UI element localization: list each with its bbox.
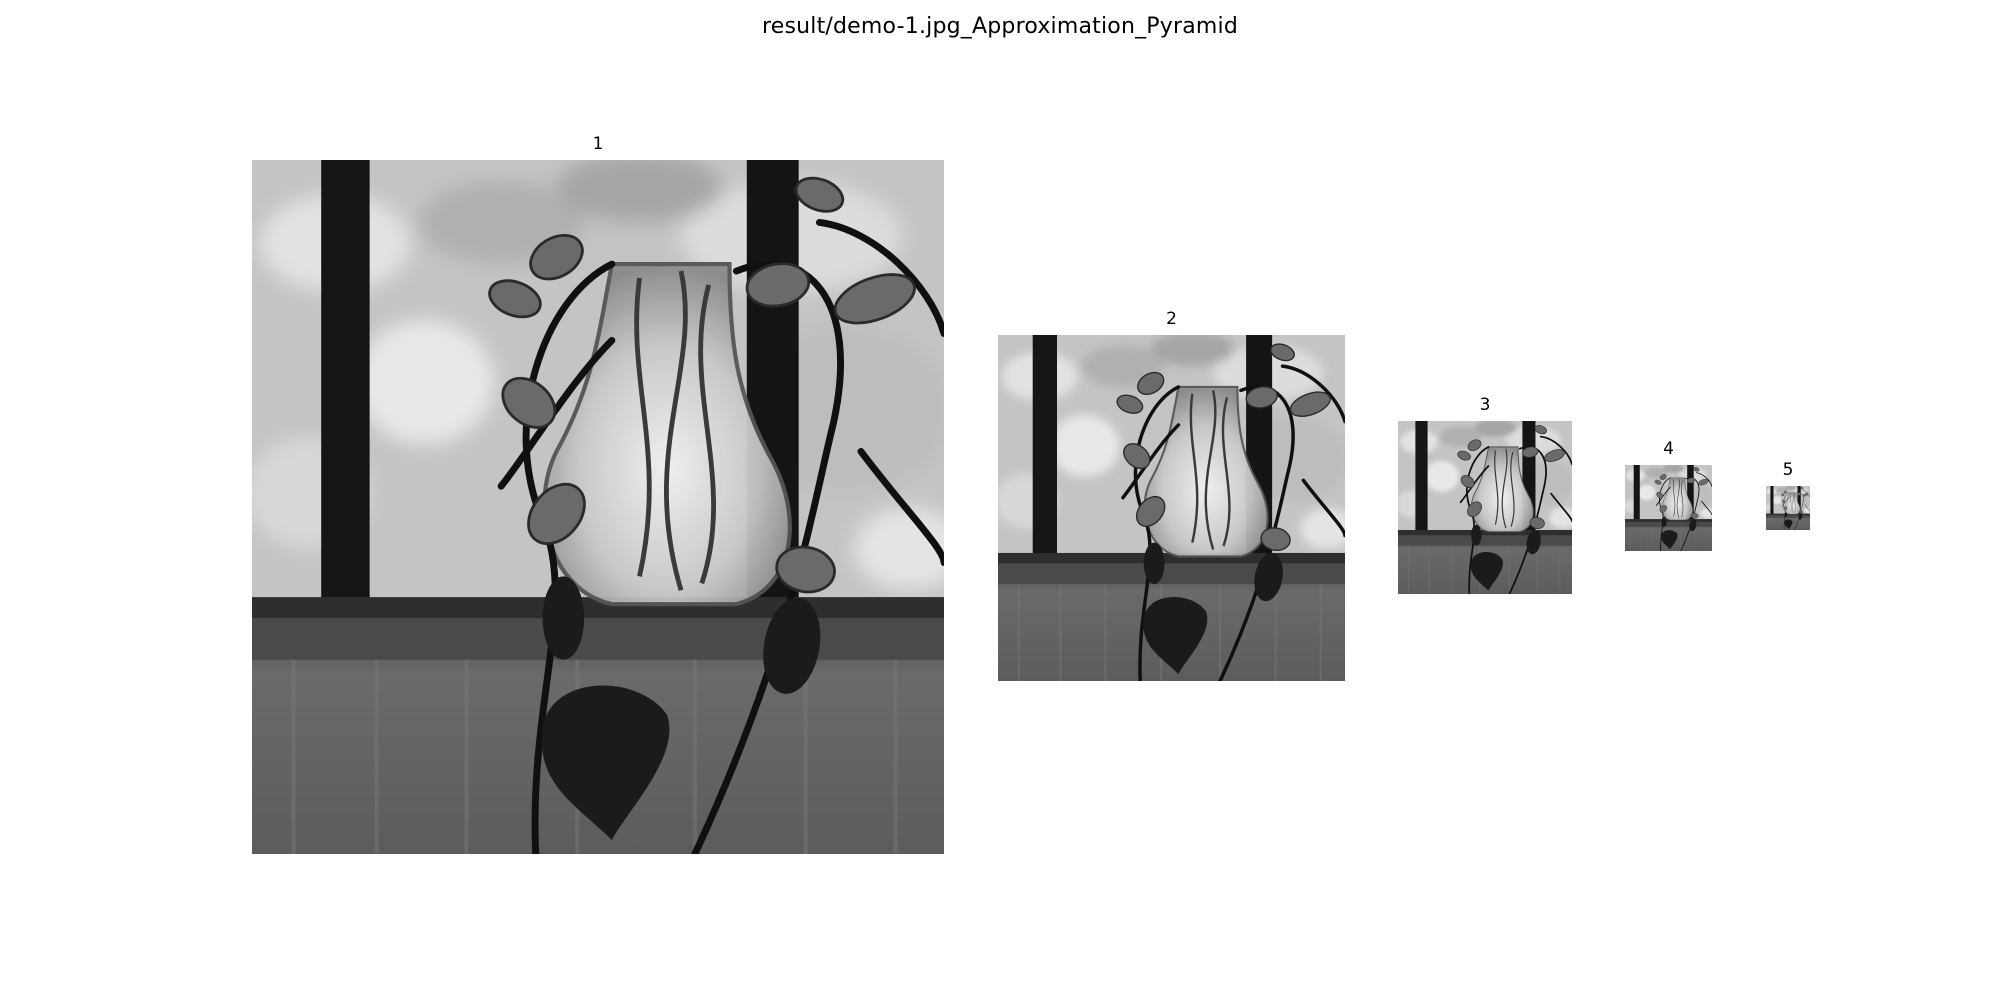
panel-label-4: 4 [1663, 439, 1674, 459]
pyramid-panel-2: 2 [998, 309, 1345, 681]
pyramid-image-level-5 [1766, 486, 1810, 530]
panel-label-2: 2 [1166, 309, 1177, 329]
pyramid-panel-3: 3 [1398, 395, 1572, 594]
pyramid-image-level-1 [252, 160, 944, 854]
pyramid-image-level-3 [1398, 421, 1572, 594]
pyramid-image-level-2 [998, 335, 1345, 681]
pyramid-image-level-4 [1625, 465, 1712, 551]
pyramid-panel-1: 1 [252, 134, 944, 854]
pyramid-panel-5: 5 [1766, 460, 1810, 530]
figure-title: result/demo-1.jpg_Approximation_Pyramid [761, 14, 1239, 39]
panel-label-5: 5 [1782, 460, 1794, 480]
panel-label-1: 1 [592, 134, 604, 154]
panel-label-3: 3 [1479, 395, 1491, 415]
pyramid-panel-4: 4 [1625, 439, 1712, 551]
